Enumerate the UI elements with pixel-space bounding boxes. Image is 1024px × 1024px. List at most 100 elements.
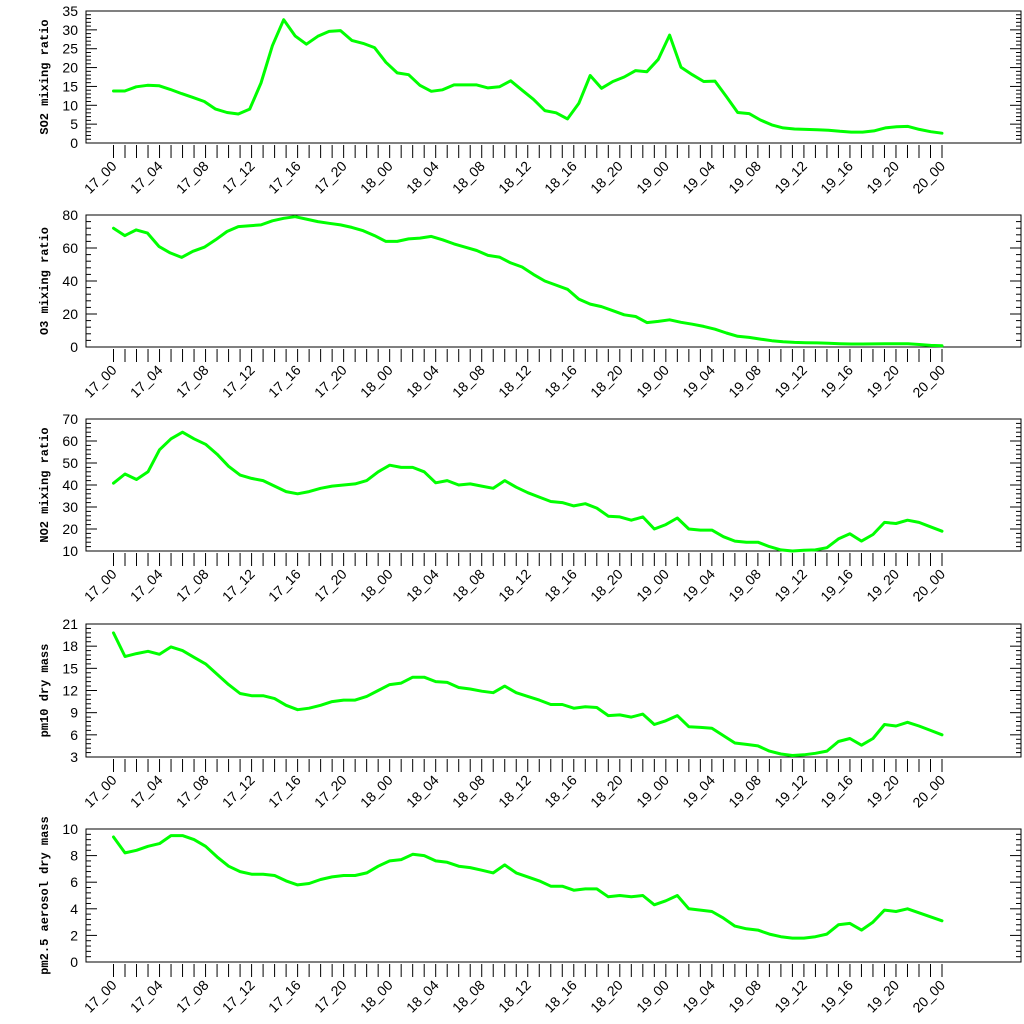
x-tick-label: 18_04 (403, 977, 442, 1016)
series-line (112, 18, 944, 135)
y-tick-label: 70 (62, 411, 78, 427)
x-tick-label: 19_08 (725, 566, 764, 605)
x-tick-label: 18_08 (449, 158, 488, 197)
x-tick-label: 18_12 (495, 566, 534, 605)
x-tick-label: 18_08 (449, 772, 488, 811)
x-tick-label: 18_00 (357, 566, 396, 605)
x-tick-label: 17_20 (311, 772, 350, 811)
y-tick-label: 2 (70, 927, 78, 943)
x-tick-label: 19_08 (725, 977, 764, 1016)
x-tick-label: 19_04 (679, 362, 718, 401)
y-tick-label: 0 (70, 135, 78, 151)
x-tick-label: 20_00 (909, 772, 948, 811)
y-tick-label: 80 (62, 207, 78, 223)
x-tick-label: 19_12 (771, 362, 810, 401)
y-tick-label: 15 (62, 78, 78, 94)
x-tick-label: 20_00 (909, 158, 948, 197)
y-tick-label: 6 (70, 727, 78, 743)
series-line (112, 631, 944, 757)
x-tick-label: 17_12 (219, 362, 258, 401)
x-tick-label: 17_04 (127, 362, 166, 401)
y-tick-label: 35 (62, 3, 78, 19)
x-tick-label: 17_04 (127, 158, 166, 197)
y-tick-label: 40 (62, 273, 78, 289)
plot-frame (85, 828, 1022, 963)
x-tick-label: 18_16 (541, 772, 580, 811)
x-tick-label: 18_20 (587, 772, 626, 811)
x-tick-label: 19_16 (817, 977, 856, 1016)
x-tick-label: 19_00 (633, 362, 672, 401)
x-tick-label: 19_04 (679, 772, 718, 811)
x-tick-label: 19_12 (771, 566, 810, 605)
x-tick-label: 18_12 (495, 362, 534, 401)
y-axis-title: O3 mixing ratio (38, 227, 52, 335)
x-tick-label: 19_16 (817, 566, 856, 605)
plot-frame (85, 214, 1022, 348)
x-tick-label: 18_20 (587, 158, 626, 197)
y-axis-title: NO2 mixing ratio (38, 427, 52, 542)
x-tick-label: 18_12 (495, 772, 534, 811)
y-tick-label: 10 (62, 821, 78, 837)
y-tick-label: 4 (70, 901, 78, 917)
y-tick-label: 8 (70, 848, 78, 864)
x-tick-label: 19_12 (771, 977, 810, 1016)
y-tick-label: 0 (70, 954, 78, 970)
x-tick-label: 19_16 (817, 772, 856, 811)
x-tick-label: 17_20 (311, 362, 350, 401)
x-tick-label: 17_12 (219, 772, 258, 811)
x-tick-label: 17_16 (265, 566, 304, 605)
x-tick-label: 19_00 (633, 772, 672, 811)
x-tick-label: 18_12 (495, 158, 534, 197)
x-tick-label: 18_16 (541, 362, 580, 401)
y-tick-label: 15 (62, 660, 78, 676)
x-tick-label: 19_04 (679, 158, 718, 197)
x-tick-label: 17_20 (311, 566, 350, 605)
y-tick-label: 10 (62, 543, 78, 559)
plot-frame (85, 418, 1022, 552)
series-line (112, 430, 944, 553)
x-tick-label: 18_00 (357, 158, 396, 197)
y-axis-title: SO2 mixing ratio (38, 19, 52, 134)
x-tick-label: 19_20 (863, 158, 902, 197)
y-tick-label: 30 (62, 499, 78, 515)
y-tick-label: 10 (62, 97, 78, 113)
x-tick-label: 18_04 (403, 566, 442, 605)
x-tick-label: 19_16 (817, 362, 856, 401)
y-tick-label: 25 (62, 41, 78, 57)
y-tick-label: 40 (62, 477, 78, 493)
x-tick-label: 19_12 (771, 158, 810, 197)
x-tick-label: 17_00 (81, 362, 120, 401)
x-tick-label: 18_04 (403, 158, 442, 197)
x-tick-label: 18_08 (449, 362, 488, 401)
x-tick-label: 17_08 (173, 158, 212, 197)
x-tick-label: 17_16 (265, 977, 304, 1016)
x-tick-label: 18_20 (587, 362, 626, 401)
y-tick-label: 18 (62, 638, 78, 654)
y-tick-label: 20 (62, 306, 78, 322)
x-tick-label: 18_16 (541, 977, 580, 1016)
x-tick-label: 19_20 (863, 566, 902, 605)
x-tick-label: 18_16 (541, 158, 580, 197)
x-tick-label: 17_08 (173, 362, 212, 401)
x-tick-label: 17_20 (311, 158, 350, 197)
chart-panel-4: 3 6 9 12 15 18 21 17_00 17_04 17_08 17_12 17_16 17_2… (38, 616, 1022, 811)
y-tick-label: 0 (70, 339, 78, 355)
y-tick-label: 60 (62, 240, 78, 256)
x-tick-label: 19_04 (679, 566, 718, 605)
x-tick-label: 17_04 (127, 772, 166, 811)
x-tick-label: 19_20 (863, 362, 902, 401)
x-tick-label: 17_00 (81, 566, 120, 605)
x-tick-label: 20_00 (909, 566, 948, 605)
y-tick-label: 50 (62, 455, 78, 471)
x-tick-label: 17_16 (265, 772, 304, 811)
x-tick-label: 18_00 (357, 362, 396, 401)
x-tick-label: 19_08 (725, 772, 764, 811)
x-tick-label: 17_16 (265, 158, 304, 197)
y-tick-label: 20 (62, 521, 78, 537)
y-tick-label: 6 (70, 874, 78, 890)
x-tick-label: 18_20 (587, 566, 626, 605)
x-tick-label: 19_00 (633, 977, 672, 1016)
